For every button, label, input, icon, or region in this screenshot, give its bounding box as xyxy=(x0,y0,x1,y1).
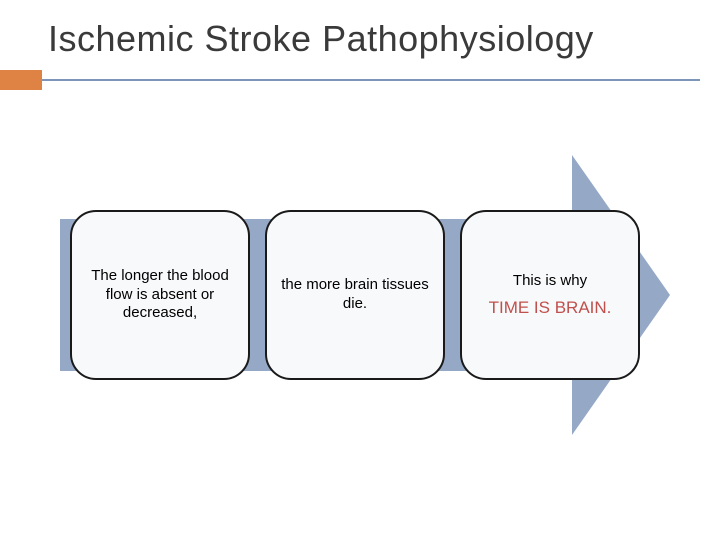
process-box-1-text: The longer the blood flow is absent or d… xyxy=(86,267,234,323)
process-box-1: The longer the blood flow is absent or d… xyxy=(70,210,250,380)
process-arrow-diagram: The longer the blood flow is absent or d… xyxy=(60,155,670,435)
horizontal-rule xyxy=(42,79,700,81)
slide-title: Ischemic Stroke Pathophysiology xyxy=(48,18,594,60)
process-box-2-text: the more brain tissues die. xyxy=(281,276,429,314)
process-box-3-strong: TIME IS BRAIN. xyxy=(489,297,612,318)
process-box-3-sub: This is why xyxy=(513,272,587,291)
process-box-3: This is why TIME IS BRAIN. xyxy=(460,210,640,380)
process-box-2: the more brain tissues die. xyxy=(265,210,445,380)
accent-bar xyxy=(0,70,42,90)
